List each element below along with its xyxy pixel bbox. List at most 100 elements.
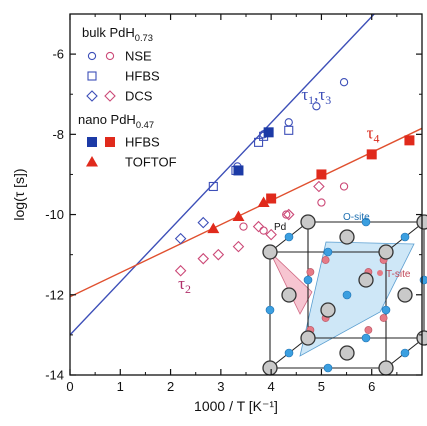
pd-atom-corner-3 bbox=[262, 360, 278, 376]
osite-atom-9 bbox=[400, 232, 410, 242]
inset-label-pd: Pd bbox=[274, 222, 286, 233]
osite-atom-10 bbox=[400, 348, 410, 358]
legend-label-bulk-0: NSE bbox=[125, 49, 152, 64]
y-tick-label-4: -6 bbox=[52, 47, 64, 62]
data-point-nano-hfbs-6-3 bbox=[404, 135, 415, 146]
fit-lines bbox=[70, 14, 422, 336]
osite-atom-2 bbox=[323, 363, 333, 373]
data-point-bulk-nse-1-3 bbox=[317, 198, 326, 207]
pd-atom-face-3 bbox=[397, 287, 413, 303]
tau-label-0: τ1,τ3 bbox=[301, 85, 331, 107]
legend-marker-blue-2 bbox=[86, 90, 98, 102]
pd-atom-face-5 bbox=[339, 345, 355, 361]
legend: bulk PdH0.73 NSE HFBS DCS nano PdH0.47 HFBS TO… bbox=[78, 25, 177, 170]
osite-atom-8 bbox=[284, 232, 294, 242]
data-markers bbox=[174, 78, 415, 277]
legend-nano-header: nano PdH0.47 bbox=[78, 112, 154, 130]
tsite-atom-1-0 bbox=[321, 256, 330, 264]
inset-crystal-structure: Pd O-site T-site bbox=[262, 212, 427, 376]
data-point-bulk-dcs-4-5 bbox=[265, 228, 277, 241]
pd-atom-corner-0 bbox=[262, 244, 278, 260]
legend-label-nano-0: HFBS bbox=[125, 135, 160, 150]
y-tick-label-0: -14 bbox=[45, 368, 64, 383]
legend-marker-nano-hfbs-red bbox=[105, 137, 115, 147]
x-tick-label-2: 2 bbox=[167, 379, 174, 394]
legend-marker-nano-hfbs-blue bbox=[87, 137, 97, 147]
pd-atom-corner-7 bbox=[300, 330, 316, 346]
data-point-bulk-dcs-3-1 bbox=[197, 216, 210, 229]
x-tick-label-1: 1 bbox=[117, 379, 124, 394]
data-point-bulk-nse-1-1 bbox=[259, 226, 268, 235]
tsite-atom-0-3 bbox=[364, 326, 373, 334]
osite-atom-3 bbox=[265, 305, 275, 315]
data-point-bulk-dcs-4-2 bbox=[212, 248, 225, 261]
x-tick-label-3: 3 bbox=[217, 379, 224, 394]
data-point-bulk-dcs-4-0 bbox=[174, 264, 187, 277]
x-tick-label-6: 6 bbox=[368, 379, 375, 394]
x-tick-label-0: 0 bbox=[66, 379, 73, 394]
pd-atom-face-0 bbox=[320, 302, 336, 318]
osite-atom-center bbox=[342, 290, 352, 300]
data-point-bulk-dcs-4-6 bbox=[282, 208, 295, 221]
data-point-nano-hfbs-6-1 bbox=[316, 169, 327, 180]
data-point-nano-hfbs-5-1 bbox=[263, 127, 274, 138]
data-point-bulk-dcs-4-4 bbox=[252, 220, 265, 233]
data-point-bulk-dcs-3-0 bbox=[174, 232, 187, 245]
osite-atom-11 bbox=[284, 348, 294, 358]
legend-marker-blue-0 bbox=[87, 51, 97, 61]
pd-atom-corner-4 bbox=[300, 214, 316, 230]
inset-label-osite: O-site bbox=[343, 212, 370, 223]
legend-marker-blue-1 bbox=[87, 71, 97, 81]
data-point-nano-toftof-7-1 bbox=[232, 210, 245, 222]
pd-atom-corner-1 bbox=[378, 244, 394, 260]
fit-line-1 bbox=[70, 127, 422, 298]
data-point-bulk-nse-0-4 bbox=[312, 102, 321, 111]
tsite-atom-1-3 bbox=[379, 314, 388, 322]
data-point-bulk-nse-0-5 bbox=[339, 78, 349, 87]
data-point-nano-toftof-7-2 bbox=[257, 196, 270, 208]
data-point-bulk-dcs-4-3 bbox=[232, 240, 245, 253]
pd-atom-corner-2 bbox=[378, 360, 394, 376]
data-point-nano-hfbs-6-0 bbox=[266, 193, 277, 204]
y-tick-label-2: -10 bbox=[45, 207, 64, 222]
data-point-nano-hfbs-6-2 bbox=[366, 149, 377, 160]
tau-label-2: τ2 bbox=[178, 274, 191, 296]
data-point-nano-toftof-7-0 bbox=[207, 222, 220, 234]
y-axis-title: log(τ [s]) bbox=[11, 168, 27, 220]
legend-marker-pink-2 bbox=[104, 90, 116, 102]
data-point-bulk-dcs-4-7 bbox=[313, 180, 325, 193]
legend-marker-nano-toftof bbox=[86, 156, 98, 167]
data-point-bulk-nse-1-4 bbox=[339, 182, 349, 191]
y-tick-label-3: -8 bbox=[52, 127, 64, 142]
tetrahedron-shape bbox=[269, 251, 313, 315]
plot-frame bbox=[69, 13, 423, 376]
tsite-atom-0-0 bbox=[306, 268, 315, 276]
legend-marker-pink-0 bbox=[105, 51, 115, 61]
tsite-legend-dot bbox=[377, 270, 383, 276]
osite-atom-6 bbox=[361, 333, 371, 343]
legend-bulk-header: bulk PdH0.73 bbox=[82, 25, 153, 43]
y-tick-label-1: -12 bbox=[45, 287, 64, 302]
x-tick-label-5: 5 bbox=[318, 379, 325, 394]
pd-atom-face-2 bbox=[281, 287, 297, 303]
data-point-nano-hfbs-5-0 bbox=[233, 165, 244, 176]
data-point-bulk-nse-1-0 bbox=[239, 222, 248, 231]
axes: 0 1 2 3 4 5 6 -14 -12 -10 -8 -6 1000 / T [K⁻¹] log(τ … bbox=[11, 13, 423, 414]
osite-atom-0 bbox=[323, 247, 333, 257]
data-point-bulk-hfbs-2-4 bbox=[284, 125, 294, 135]
osite-atom-7 bbox=[303, 275, 313, 285]
osite-atom-5 bbox=[419, 275, 427, 285]
annotations: τ1,τ3 τ4 τ2 bbox=[178, 85, 379, 296]
octahedron-shape bbox=[299, 241, 415, 357]
data-point-bulk-nse-1-2 bbox=[282, 210, 291, 219]
pd-atom-face-1 bbox=[358, 272, 374, 288]
data-point-bulk-hfbs-2-0 bbox=[208, 181, 218, 192]
pd-atom-face-4 bbox=[339, 229, 355, 245]
fit-line-0 bbox=[70, 14, 375, 336]
osite-atom-1 bbox=[381, 305, 391, 315]
osite-atom-4 bbox=[361, 217, 371, 227]
inset-label-tsite: T-site bbox=[386, 269, 411, 280]
data-point-bulk-nse-0-3 bbox=[284, 118, 293, 127]
legend-label-bulk-2: DCS bbox=[125, 89, 153, 104]
